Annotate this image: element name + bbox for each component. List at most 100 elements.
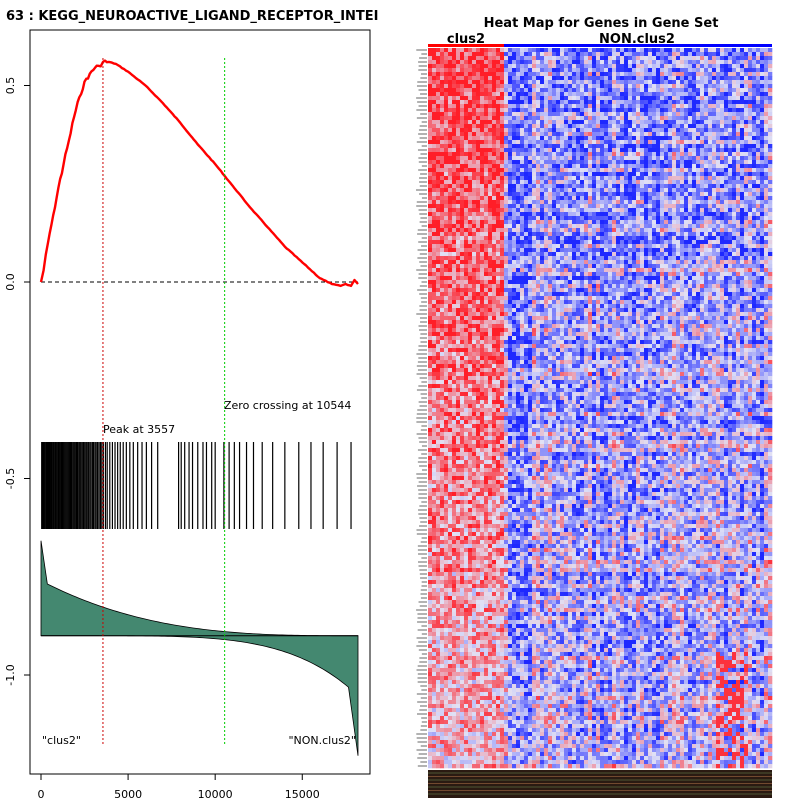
heatmap-cell — [664, 124, 669, 129]
heatmap-cell — [732, 192, 737, 197]
heatmap-cell — [472, 136, 477, 141]
heatmap-cell — [496, 240, 501, 245]
heatmap-cell — [720, 96, 725, 101]
heatmap-cell — [444, 92, 449, 97]
heatmap-cell — [568, 236, 573, 241]
heatmap-cell — [440, 136, 445, 141]
heatmap-cell — [704, 120, 709, 125]
heatmap-cell — [580, 68, 585, 73]
heatmap-cell — [472, 76, 477, 81]
heatmap-cell — [472, 84, 477, 89]
heatmap-cell — [520, 100, 525, 105]
heatmap-cell — [600, 140, 605, 145]
heatmap-cell — [620, 252, 625, 257]
heatmap-cell — [492, 76, 497, 81]
heatmap-cell — [736, 216, 741, 221]
heatmap-cell — [572, 232, 577, 237]
heatmap-cell — [616, 112, 621, 117]
heatmap-cell — [468, 168, 473, 173]
heatmap-cell — [568, 232, 573, 237]
heatmap-cell — [536, 176, 541, 181]
heatmap-cell — [572, 176, 577, 181]
heatmap-cell — [472, 236, 477, 241]
heatmap-cell — [728, 164, 733, 169]
heatmap-cell — [616, 100, 621, 105]
heatmap-cell — [500, 180, 505, 185]
heatmap-cell — [760, 208, 765, 213]
heatmap-cell — [560, 244, 565, 249]
heatmap-cell — [656, 256, 661, 261]
heatmap-cell — [468, 64, 473, 69]
heatmap-cell — [564, 236, 569, 241]
heatmap-cell — [700, 208, 705, 213]
heatmap-cell — [748, 144, 753, 149]
heatmap-cell — [636, 156, 641, 161]
heatmap-cell — [492, 172, 497, 177]
heatmap-cell — [728, 48, 733, 53]
heatmap-cell — [572, 144, 577, 149]
heatmap-cell — [660, 208, 665, 213]
heatmap-cell — [432, 236, 437, 241]
heatmap-cell — [460, 204, 465, 209]
heatmap-cell — [508, 92, 513, 97]
heatmap-cell — [432, 164, 437, 169]
heatmap-cell — [684, 208, 689, 213]
heatmap-cell — [684, 176, 689, 181]
heatmap-cell — [728, 256, 733, 261]
heatmap-cell — [508, 112, 513, 117]
heatmap-cell — [768, 56, 773, 61]
heatmap-cell — [440, 164, 445, 169]
heatmap-cell — [428, 140, 433, 145]
heatmap-cell — [492, 68, 497, 73]
heatmap-cell — [752, 64, 757, 69]
heatmap-cell — [576, 260, 581, 265]
heatmap-cell — [616, 48, 621, 53]
heatmap-cell — [676, 192, 681, 197]
heatmap-cell — [712, 212, 717, 217]
heatmap-cell — [608, 48, 613, 53]
heatmap-cell — [700, 228, 705, 233]
heatmap-cell — [680, 188, 685, 193]
heatmap-cell — [648, 124, 653, 129]
heatmap-cell — [640, 104, 645, 109]
heatmap-cell — [668, 132, 673, 137]
heatmap-cell — [748, 164, 753, 169]
heatmap-cell — [448, 224, 453, 229]
heatmap-cell — [648, 248, 653, 253]
heatmap-cell — [516, 200, 521, 205]
heatmap-cell — [444, 204, 449, 209]
heatmap-cell — [492, 156, 497, 161]
heatmap-cell — [732, 60, 737, 65]
heatmap-cell — [456, 156, 461, 161]
heatmap-cell — [584, 180, 589, 185]
heatmap-cell — [752, 208, 757, 213]
heatmap-cell — [588, 72, 593, 77]
heatmap-cell — [544, 188, 549, 193]
heatmap-cell — [444, 188, 449, 193]
heatmap-cell — [628, 176, 633, 181]
heatmap-cell — [664, 148, 669, 153]
heatmap-cell — [736, 176, 741, 181]
heatmap-cell — [628, 232, 633, 237]
heatmap-cell — [480, 80, 485, 85]
heatmap-cell — [600, 216, 605, 221]
heatmap-cell — [652, 84, 657, 89]
heatmap-cell — [488, 108, 493, 113]
heatmap-cell — [432, 88, 437, 93]
heatmap-cell — [760, 196, 765, 201]
heatmap-cell — [568, 192, 573, 197]
heatmap-cell — [484, 256, 489, 261]
heatmap-cell — [472, 56, 477, 61]
heatmap-cell — [528, 220, 533, 225]
heatmap-cell — [516, 144, 521, 149]
heatmap-cell — [492, 208, 497, 213]
heatmap-cell — [524, 200, 529, 205]
heatmap-cell — [632, 80, 637, 85]
heatmap-cell — [480, 64, 485, 69]
heatmap-cell — [504, 120, 509, 125]
heatmap-cell — [556, 96, 561, 101]
heatmap-cell — [636, 152, 641, 157]
heatmap-cell — [508, 140, 513, 145]
heatmap-cell — [432, 176, 437, 181]
heatmap-cell — [460, 88, 465, 93]
